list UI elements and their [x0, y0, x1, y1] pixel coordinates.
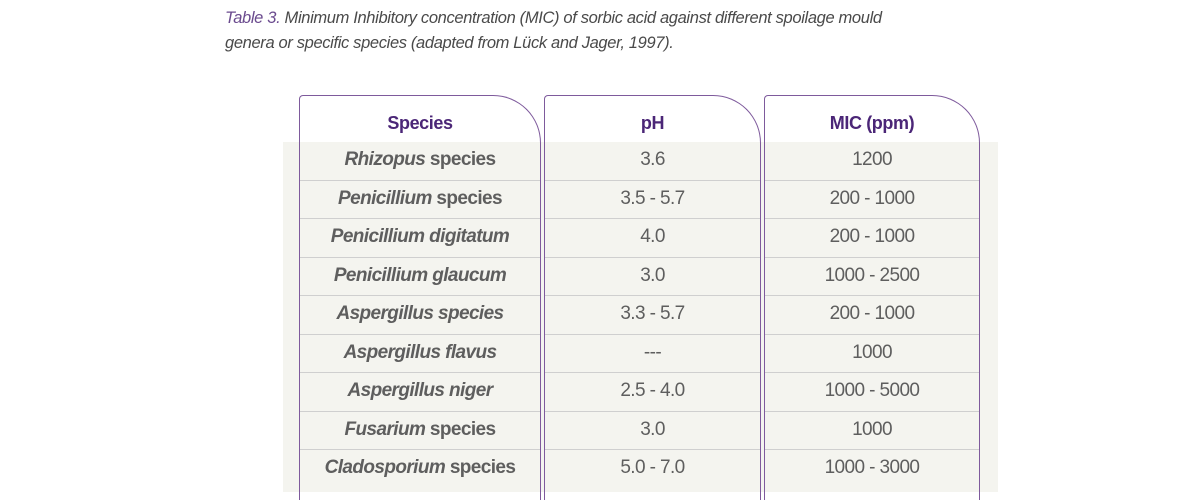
row-separator-line [300, 180, 540, 181]
ph-cell: 3.3 - 5.7 [620, 303, 685, 324]
header-ph: pH [640, 113, 665, 133]
row-separator-line [765, 180, 979, 181]
table-row: Penicillium digitatum 4.0 200 - 1000 [0, 218, 1200, 257]
species-name-italic: Aspergillus niger [347, 380, 493, 401]
species-name-italic: Aspergillus species [336, 303, 504, 324]
row-separator-line [545, 449, 760, 450]
species-column-frame [299, 95, 541, 500]
ph-cell: 3.0 [640, 418, 665, 440]
table-caption-label: Table 3. [225, 9, 281, 27]
row-separator-line [765, 257, 979, 258]
species-name-rest: species [445, 457, 516, 478]
species-name-italic: Cladosporium [324, 457, 446, 478]
row-separator-line [545, 411, 760, 412]
row-separator-line [545, 257, 760, 258]
table-row: Penicillium species 3.5 - 5.7 200 - 1000 [0, 180, 1200, 219]
species-name-rest: species [425, 149, 496, 170]
ph-cell: 2.5 - 4.0 [620, 380, 685, 401]
row-separator-line [300, 372, 540, 373]
mic-cell: 1000 - 3000 [824, 457, 920, 478]
row-separator-line [545, 334, 760, 335]
row-separator-line [765, 372, 979, 373]
row-separator-line [765, 411, 979, 412]
ph-cell: --- [643, 341, 662, 363]
header-species: Species [387, 113, 453, 133]
mic-cell: 200 - 1000 [829, 226, 915, 247]
species-cell: Fusarium species [300, 411, 540, 450]
mic-cell: 200 - 1000 [829, 187, 915, 209]
species-name-italic: Aspergillus flavus [343, 341, 497, 363]
header-mic: MIC (ppm) [829, 113, 915, 133]
ph-cell: 3.5 - 5.7 [620, 187, 685, 209]
row-separator-line [545, 372, 760, 373]
species-name-italic: Rhizopus [344, 149, 426, 170]
row-separator-line [300, 334, 540, 335]
ph-cell: 4.0 [640, 226, 665, 247]
table-row: Fusarium species 3.0 1000 [0, 411, 1200, 450]
mic-cell: 200 - 1000 [829, 303, 915, 324]
table-row: Penicillium glaucum 3.0 1000 - 2500 [0, 257, 1200, 296]
species-cell: Cladosporium species [300, 449, 540, 488]
species-cell: Aspergillus niger [300, 372, 540, 411]
species-cell: Aspergillus species [300, 295, 540, 334]
mic-cell: 1000 - 5000 [824, 380, 920, 401]
table-caption-text: Minimum Inhibitory concentration (MIC) o… [225, 9, 882, 52]
table-caption: Table 3. Minimum Inhibitory concentratio… [225, 6, 925, 56]
species-name-italic: Penicillium digitatum [330, 226, 510, 247]
table-row: Cladosporium species 5.0 - 7.0 1000 - 3000 [0, 449, 1200, 488]
row-separator-line [300, 218, 540, 219]
row-separator-line [300, 411, 540, 412]
ph-cell: 5.0 - 7.0 [620, 457, 685, 478]
ph-cell: 3.6 [640, 149, 665, 170]
mic-cell: 1000 [852, 418, 892, 440]
ph-cell: 3.0 [640, 264, 665, 286]
row-separator-line [300, 295, 540, 296]
table-row: Rhizopus species 3.6 1200 [0, 141, 1200, 180]
table-body: Rhizopus species 3.6 1200 Penicillium speci… [0, 141, 1200, 488]
species-name-rest: species [431, 187, 502, 209]
mic-cell: 1000 - 2500 [824, 264, 920, 286]
row-separator-line [300, 257, 540, 258]
species-cell: Penicillium digitatum [300, 218, 540, 257]
species-cell: Rhizopus species [300, 141, 540, 180]
species-cell: Penicillium glaucum [300, 257, 540, 296]
ph-column-frame [544, 95, 761, 500]
mic-cell: 1200 [852, 149, 892, 170]
row-separator-line [545, 180, 760, 181]
row-separator-line [765, 449, 979, 450]
row-separator-line [765, 334, 979, 335]
table-body-background [283, 142, 998, 492]
species-cell: Aspergillus flavus [300, 334, 540, 373]
species-cell: Penicillium species [300, 180, 540, 219]
row-separator-line [765, 295, 979, 296]
row-separator-line [300, 449, 540, 450]
row-separator-line [545, 295, 760, 296]
species-name-italic: Fusarium [344, 418, 426, 440]
row-separator-line [545, 218, 760, 219]
mic-cell: 1000 [852, 341, 892, 363]
row-separator-line [765, 218, 979, 219]
species-name-rest: species [425, 418, 496, 440]
table-row: Aspergillus flavus --- 1000 [0, 334, 1200, 373]
species-name-italic: Penicillium [338, 187, 432, 209]
species-name-italic: Penicillium glaucum [333, 264, 507, 286]
mic-column-frame [764, 95, 980, 500]
table-row: Aspergillus species 3.3 - 5.7 200 - 1000 [0, 295, 1200, 334]
table-row: Aspergillus niger 2.5 - 4.0 1000 - 5000 [0, 372, 1200, 411]
